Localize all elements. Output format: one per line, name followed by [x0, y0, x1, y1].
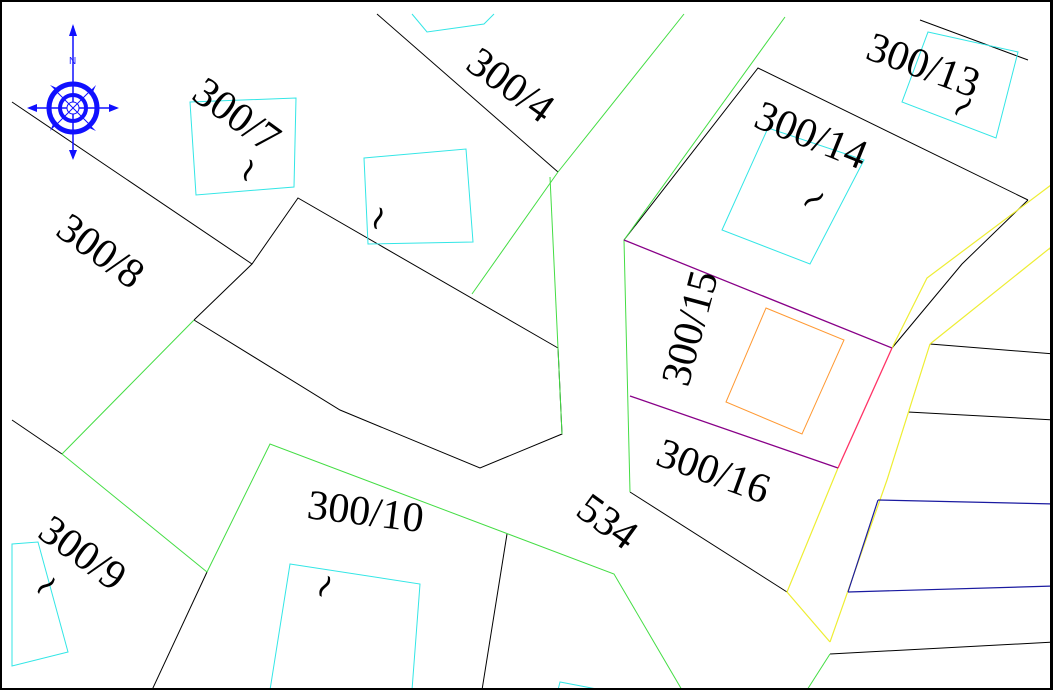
- building-outline: [11, 541, 69, 667]
- building-outline-orange: [725, 307, 845, 435]
- compass-icon[interactable]: N: [27, 24, 119, 160]
- boundary-line: [11, 419, 63, 455]
- boundary-line: [61, 453, 208, 573]
- boundary-line: [629, 491, 788, 593]
- compass-north-label: N: [69, 56, 76, 67]
- boundary-line: [623, 16, 786, 241]
- building-outline: [721, 127, 865, 265]
- boundary-line: [919, 19, 1029, 61]
- compass-tick: [87, 125, 96, 131]
- boundary-line: [891, 199, 1029, 349]
- boundary-line: [807, 653, 831, 688]
- boundary-line: [623, 239, 631, 493]
- building-outline: [363, 148, 474, 245]
- boundary-line: [623, 239, 893, 349]
- boundary-line: [829, 343, 931, 643]
- compass-inner-ring: [58, 93, 88, 123]
- boundary-line: [193, 197, 559, 349]
- yellow-boundaries: [786, 185, 1050, 643]
- compass-west-arrow: [27, 104, 37, 112]
- compass-north-arrow: [69, 24, 77, 36]
- building-outline: [269, 563, 421, 688]
- purple-boundaries: [623, 239, 893, 469]
- compass-tick: [50, 122, 56, 131]
- boundary-line: [193, 319, 563, 469]
- parcel-label-300-14[interactable]: 300/14: [748, 93, 873, 179]
- building-symbol: ~: [792, 175, 835, 223]
- green-boundaries: [61, 13, 831, 688]
- boundary-line: [847, 499, 879, 593]
- parcel-labels: 300/4 300/7 300/8 300/9 300/10 534 300/1…: [30, 24, 986, 600]
- compass-tick: [50, 85, 59, 91]
- boundary-line: [929, 343, 1050, 355]
- boundary-line: [471, 13, 685, 295]
- boundary-line: [629, 395, 839, 469]
- boundary-line: [829, 641, 1050, 655]
- compass-east-arrow: [109, 104, 119, 112]
- boundary-line: [847, 585, 1050, 593]
- boundary-line: [623, 67, 1029, 241]
- compass-tick: [90, 85, 96, 94]
- buildings: [11, 13, 1019, 688]
- boundary-line: [481, 533, 508, 688]
- compass-outer-ring: [46, 81, 100, 135]
- building-outline: [411, 13, 495, 33]
- building-symbol: ~: [23, 561, 69, 610]
- boundary-line: [891, 185, 1050, 349]
- parcel-label-300-7[interactable]: 300/7: [184, 69, 288, 162]
- building-symbol: ~: [354, 198, 401, 238]
- parcel-label-300-4[interactable]: 300/4: [458, 39, 562, 132]
- parcel-label-534[interactable]: 534: [568, 485, 646, 559]
- parcel-boundaries: [11, 13, 1050, 688]
- building-symbol: ~: [300, 564, 349, 609]
- boundary-line: [877, 499, 1050, 505]
- building-outline: [901, 31, 1019, 139]
- parcel-label-300-16[interactable]: 300/16: [651, 430, 776, 513]
- boundary-line: [61, 319, 195, 455]
- blue-lines: [847, 249, 1050, 593]
- building-outline: [189, 97, 297, 196]
- parcel-label-300-10[interactable]: 300/10: [305, 482, 426, 542]
- compass-diagonal: [56, 91, 90, 125]
- boundary-line: [929, 247, 1050, 345]
- red-boundary: [837, 347, 893, 469]
- parcel-label-300-8[interactable]: 300/8: [48, 205, 152, 298]
- boundary-line: [152, 571, 208, 688]
- boundary-line: [376, 13, 559, 173]
- boundary-line: [907, 411, 1050, 421]
- boundary-line: [786, 467, 839, 643]
- building-outline: [557, 681, 595, 688]
- parcel-label-300-15[interactable]: 300/15: [653, 266, 728, 391]
- boundary-line: [549, 176, 563, 435]
- boundary-line: [206, 443, 682, 688]
- parcel-label-300-13[interactable]: 300/13: [861, 24, 986, 107]
- compass-south-arrow: [69, 150, 77, 160]
